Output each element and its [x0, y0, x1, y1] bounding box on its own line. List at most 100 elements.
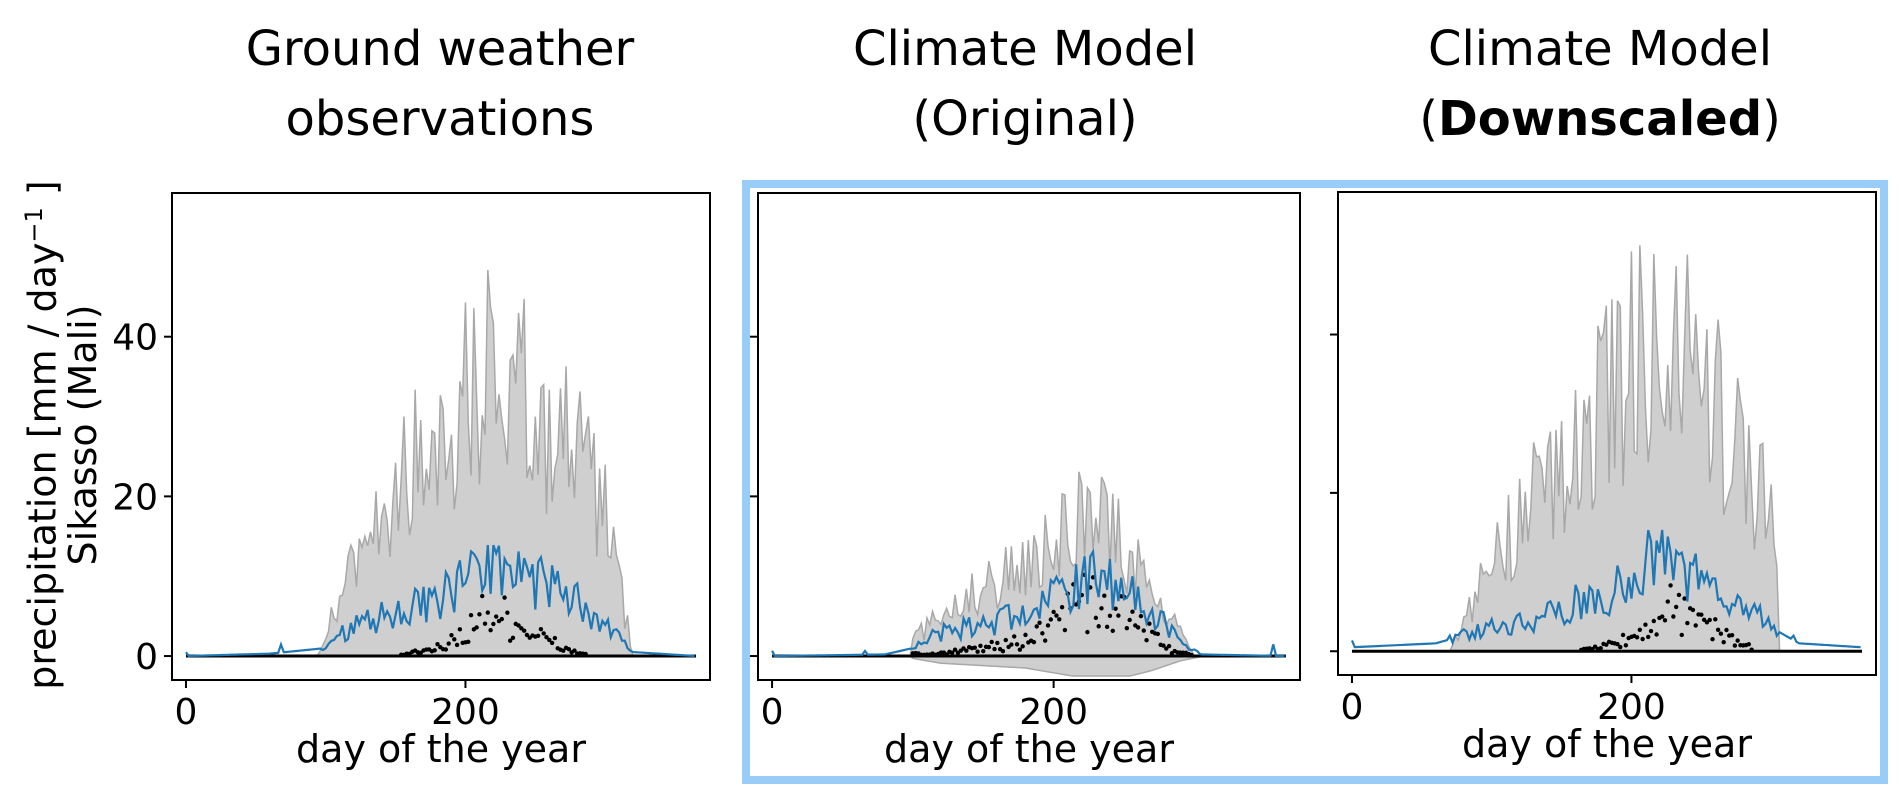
median-point — [1051, 609, 1056, 615]
median-point — [1637, 627, 1643, 633]
median-point — [1124, 625, 1130, 631]
median-point — [454, 642, 460, 648]
median-point — [1155, 631, 1161, 637]
median-point — [1031, 639, 1037, 645]
median-point — [1668, 583, 1673, 588]
plot-frame — [171, 192, 711, 681]
median-point — [432, 648, 437, 653]
median-point — [1710, 637, 1715, 642]
median-point — [561, 648, 566, 653]
median-point — [583, 651, 588, 657]
median-point — [1048, 617, 1054, 622]
panel-title-downscaled: Climate Model (Downscaled) — [1320, 14, 1880, 154]
median-point — [975, 649, 980, 654]
median-point — [482, 621, 488, 626]
median-point — [505, 610, 510, 615]
median-point — [1604, 642, 1609, 647]
median-point — [1110, 628, 1115, 634]
median-point — [1732, 643, 1738, 648]
x-tick-label: 200 — [1597, 687, 1666, 728]
median-point — [1634, 635, 1640, 640]
x-tick-label: 0 — [761, 692, 784, 733]
median-point — [989, 639, 994, 645]
median-point — [547, 637, 552, 643]
median-point — [964, 648, 969, 653]
title-bold-word: Downscaled — [1437, 91, 1763, 147]
median-point — [1721, 640, 1726, 645]
spread-band — [772, 471, 1285, 677]
x-axis-label: day of the year — [296, 727, 586, 771]
median-point — [1729, 632, 1735, 638]
median-point — [1643, 622, 1648, 627]
title-line-2: (Downscaled) — [1320, 84, 1880, 154]
median-point — [538, 627, 544, 632]
median-point — [986, 644, 992, 650]
title-line-2: observations — [285, 91, 595, 147]
median-point — [992, 646, 997, 652]
median-point — [1713, 617, 1718, 622]
median-point — [1735, 638, 1740, 643]
median-point — [1014, 642, 1020, 647]
median-point — [1189, 652, 1194, 658]
median-point — [1662, 618, 1668, 623]
mean-precipitation-line — [771, 548, 1285, 658]
median-point — [521, 628, 527, 633]
median-point — [480, 593, 485, 599]
y-tick-label: 20 — [112, 477, 158, 518]
median-point — [1099, 606, 1104, 611]
median-point — [1054, 613, 1059, 618]
paren-close: ) — [1762, 91, 1781, 147]
median-point — [477, 612, 482, 617]
median-point — [1671, 614, 1676, 619]
median-point — [1665, 599, 1670, 604]
median-point — [468, 612, 474, 618]
y-tick-label: 0 — [135, 637, 158, 678]
median-point — [1141, 628, 1146, 633]
median-point — [1648, 628, 1654, 634]
median-point — [491, 621, 496, 627]
median-point — [1116, 613, 1121, 618]
x-tick-label: 200 — [1019, 692, 1088, 733]
median-point — [1679, 632, 1684, 638]
title-line-1: Climate Model — [852, 21, 1198, 77]
median-point — [1102, 593, 1107, 598]
median-point — [1646, 634, 1651, 640]
median-point — [1701, 617, 1707, 623]
median-point — [1107, 613, 1113, 618]
y-axis-label: precipitation [mm / day−1 ] Sikasso (Mal… — [20, 180, 105, 690]
median-point — [541, 631, 546, 636]
median-point — [1718, 631, 1724, 636]
median-point — [1161, 643, 1166, 648]
median-point — [566, 646, 572, 652]
median-point — [499, 616, 504, 622]
median-point — [1699, 612, 1704, 617]
median-point — [507, 638, 513, 643]
median-point — [1138, 613, 1144, 619]
median-point — [1654, 632, 1659, 637]
median-point — [1040, 631, 1045, 636]
median-point — [972, 645, 977, 650]
panel-title-original: Climate Model (Original) — [745, 14, 1305, 154]
median-point — [1693, 623, 1698, 628]
median-point — [1093, 615, 1099, 621]
paren-open: ( — [1419, 91, 1438, 147]
median-point — [1009, 642, 1014, 647]
title-line-1: Ground weather — [245, 21, 635, 77]
title-line-2: (Original) — [912, 91, 1138, 147]
median-point — [449, 632, 454, 638]
median-point — [1042, 638, 1048, 643]
median-point — [1003, 637, 1008, 643]
median-point — [1000, 649, 1006, 654]
median-point — [572, 648, 577, 653]
median-point — [1135, 625, 1141, 630]
spread-band — [185, 269, 695, 657]
median-point — [1749, 647, 1754, 652]
median-point — [1673, 604, 1679, 610]
median-point — [549, 640, 555, 646]
median-point — [1598, 646, 1603, 651]
median-point — [1020, 644, 1025, 649]
plot-frame — [757, 192, 1301, 681]
median-point — [1659, 614, 1665, 619]
median-point — [1037, 620, 1042, 625]
